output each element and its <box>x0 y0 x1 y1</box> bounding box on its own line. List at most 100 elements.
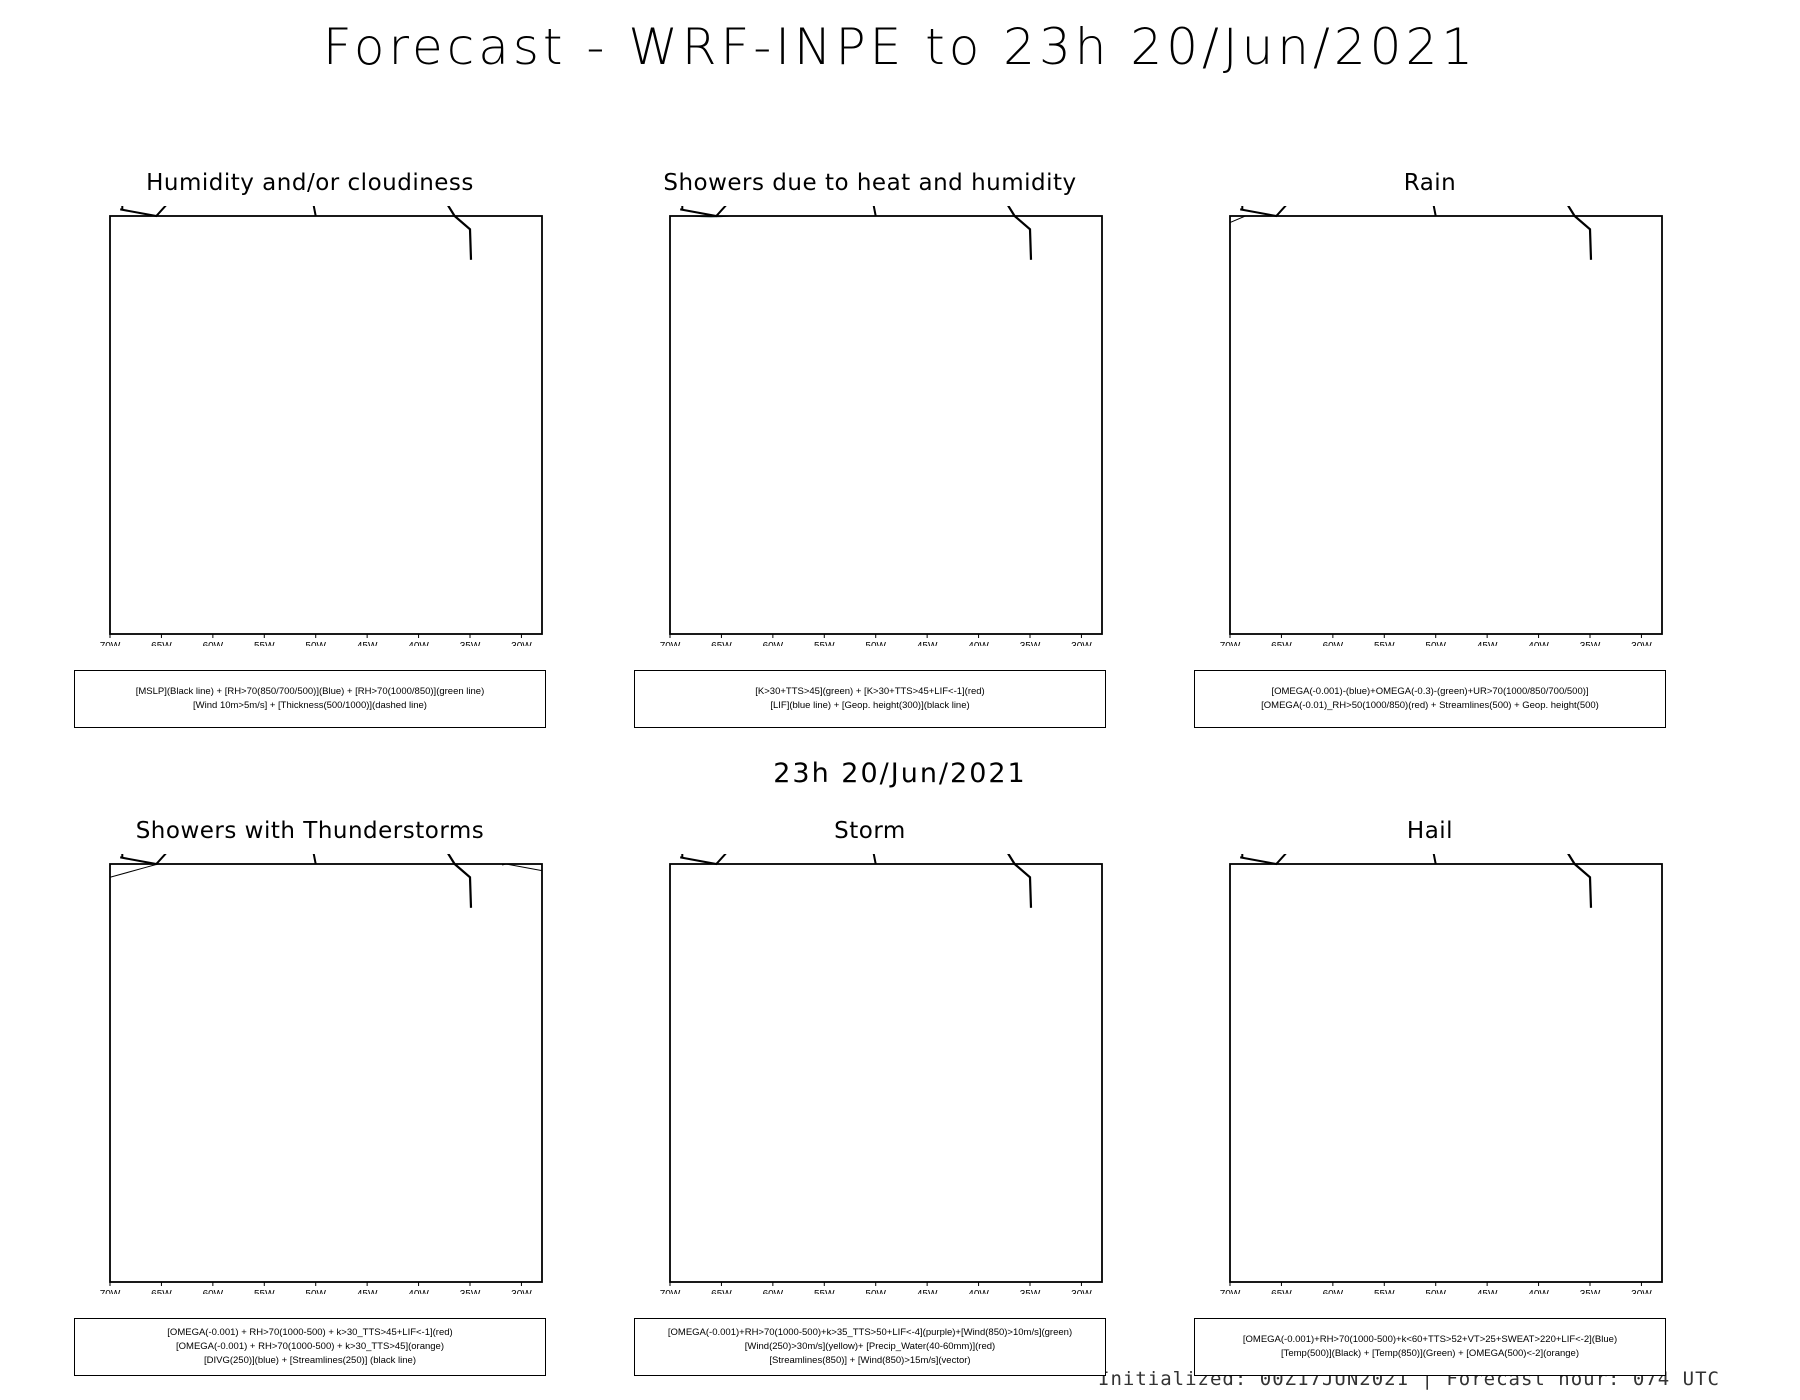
political-border <box>872 854 877 865</box>
map-layer <box>110 864 542 878</box>
lon-tick-label: 35W <box>1020 1289 1041 1294</box>
lon-tick-label: 40W <box>968 1289 989 1294</box>
lon-tick-label: 60W <box>763 641 784 646</box>
omega-red-cell <box>1521 206 1525 209</box>
base-map-outline <box>1240 206 1593 260</box>
lon-tick-label: 70W <box>1220 1289 1241 1294</box>
base-map-outline <box>120 206 473 260</box>
political-border <box>1240 206 1244 211</box>
panel-title: Rain <box>1403 170 1457 196</box>
legend-line: [Streamlines(850)] + [Wind(850)>15m/s](v… <box>769 1355 971 1366</box>
main-title: Forecast - WRF-INPE to 23h 20/Jun/2021 <box>322 18 1478 76</box>
lon-tick-label: 55W <box>254 1289 275 1294</box>
lon-tick-label: 70W <box>660 1289 681 1294</box>
lon-tick-label: 35W <box>1580 1289 1601 1294</box>
panel-title: Humidity and/or cloudiness <box>146 170 474 196</box>
legend-line: [DIVG(250)](blue) + [Streamlines(250)] (… <box>204 1355 416 1366</box>
political-border <box>680 854 684 859</box>
lon-tick-label: 30W <box>1071 641 1092 646</box>
plot-frame <box>1229 863 1663 1283</box>
political-border <box>1432 854 1437 865</box>
lon-tick-label: 40W <box>968 641 989 646</box>
political-border <box>120 854 167 866</box>
lon-tick-label: 50W <box>865 641 886 646</box>
lon-tick-label: 55W <box>814 1289 835 1294</box>
panel-title: Storm <box>834 818 906 844</box>
lon-tick-label: 70W <box>100 641 121 646</box>
lon-tick-label: 70W <box>100 1289 121 1294</box>
rh-contour <box>484 206 550 211</box>
panel-title: Showers due to heat and humidity <box>663 170 1077 196</box>
legend-line: [OMEGA(-0.001)-(blue)+OMEGA(-0.3)-(green… <box>1271 686 1589 697</box>
omega-red-cell <box>1536 207 1539 209</box>
lon-tick-label: 30W <box>1631 1289 1652 1294</box>
omega-red-cell <box>1386 209 1389 211</box>
map-humidity: 1016101610201020102410241024102810241020… <box>100 206 550 646</box>
omega-red-cell <box>1313 209 1316 211</box>
legend-box: [OMEGA(-0.001)-(blue)+OMEGA(-0.3)-(green… <box>1194 670 1666 728</box>
lon-tick-label: 40W <box>1528 641 1549 646</box>
lon-tick-label: 60W <box>1323 641 1344 646</box>
lon-tick-label: 45W <box>917 1289 938 1294</box>
lon-tick-label: 35W <box>1020 641 1041 646</box>
legend-line: [LIF](blue line) + [Geop. height(300)](b… <box>770 700 970 711</box>
political-border <box>680 206 684 211</box>
lon-tick-label: 65W <box>711 1289 732 1294</box>
panel-title: Hail <box>1406 818 1454 844</box>
political-border <box>1240 854 1244 859</box>
lon-tick-label: 35W <box>460 641 481 646</box>
lon-tick-label: 65W <box>151 1289 172 1294</box>
base-map-outline <box>680 206 1033 260</box>
lon-tick-label: 55W <box>1374 641 1395 646</box>
legend-box: [OMEGA(-0.001) + RH>70(1000-500) + k>30_… <box>74 1318 546 1376</box>
political-border <box>872 206 877 217</box>
lon-tick-label: 45W <box>917 641 938 646</box>
plot-frame <box>669 863 1103 1283</box>
political-border <box>1240 854 1287 866</box>
plot-frame <box>1229 215 1663 635</box>
lon-tick-label: 50W <box>305 1289 326 1294</box>
legend-line: [MSLP](Black line) + [RH>70(850/700/500)… <box>135 686 485 697</box>
lon-tick-label: 45W <box>1477 641 1498 646</box>
plot-frame <box>109 863 543 1283</box>
map-showers-heat: 9600960096009520952095209440944094409360… <box>660 206 1103 646</box>
legend-line: [OMEGA(-0.001) + RH>70(1000-500) + k>30_… <box>176 1341 444 1352</box>
lon-tick-label: 65W <box>711 641 732 646</box>
plot-frame <box>669 215 1103 635</box>
lon-tick-label: 50W <box>1425 641 1446 646</box>
legend-line: [Wind(250)>30m/s](yellow)+ [Precip_Water… <box>744 1341 996 1352</box>
legend-line: [Temp(500)](Black) + [Temp(850)](Green) … <box>1280 1348 1580 1359</box>
lon-tick-label: 55W <box>1374 1289 1395 1294</box>
precip-water-line <box>978 864 980 865</box>
lon-tick-label: 40W <box>1528 1289 1549 1294</box>
political-border <box>1240 206 1287 218</box>
lon-tick-label: 45W <box>357 641 378 646</box>
legend-line: [OMEGA(-0.001) + RH>70(1000-500) + k>30_… <box>167 1327 453 1338</box>
lon-tick-label: 30W <box>511 641 532 646</box>
panel-title: Showers with Thunderstorms <box>135 818 485 844</box>
lon-tick-label: 50W <box>865 1289 886 1294</box>
streamline <box>110 864 542 878</box>
political-border <box>680 854 727 866</box>
lon-tick-label: 55W <box>814 641 835 646</box>
contour-line <box>171 216 173 217</box>
lon-tick-label: 35W <box>460 1289 481 1294</box>
map-thunderstorms: 12S15S18S21S24S27S30S33S36S39S42S70W65W6… <box>100 854 543 1294</box>
map-storm: 4012S15S18S21S24S27S30S33S36S39S42S70W65… <box>660 854 1103 1294</box>
base-map-outline <box>120 854 473 908</box>
legend-line: [OMEGA(-0.001)+RH>70(1000-500)+k>35_TTS>… <box>667 1327 1073 1338</box>
lon-tick-label: 60W <box>203 641 224 646</box>
legend-box: [OMEGA(-0.001)+RH>70(1000-500)+k<60+TTS>… <box>1194 1318 1666 1376</box>
legend-line: [Wind 10m>5m/s] + [Thickness(500/1000)](… <box>193 700 427 711</box>
map-layer: 1016101610201020102410241024102810241020… <box>171 206 550 217</box>
lon-tick-label: 55W <box>254 641 275 646</box>
lon-tick-label: 65W <box>1271 1289 1292 1294</box>
political-border <box>1432 206 1437 217</box>
map-layer: 5855825825795765765735705705675675645645… <box>1230 206 1539 224</box>
lon-tick-label: 70W <box>1220 641 1241 646</box>
lon-tick-label: 60W <box>763 1289 784 1294</box>
panel-rain: Rain 58558258257957657657357057056756756… <box>1190 170 1670 750</box>
map-rain: 5855825825795765765735705705675675645645… <box>1220 206 1663 646</box>
omega-red-cell <box>1472 208 1476 211</box>
lon-tick-label: 40W <box>408 641 429 646</box>
